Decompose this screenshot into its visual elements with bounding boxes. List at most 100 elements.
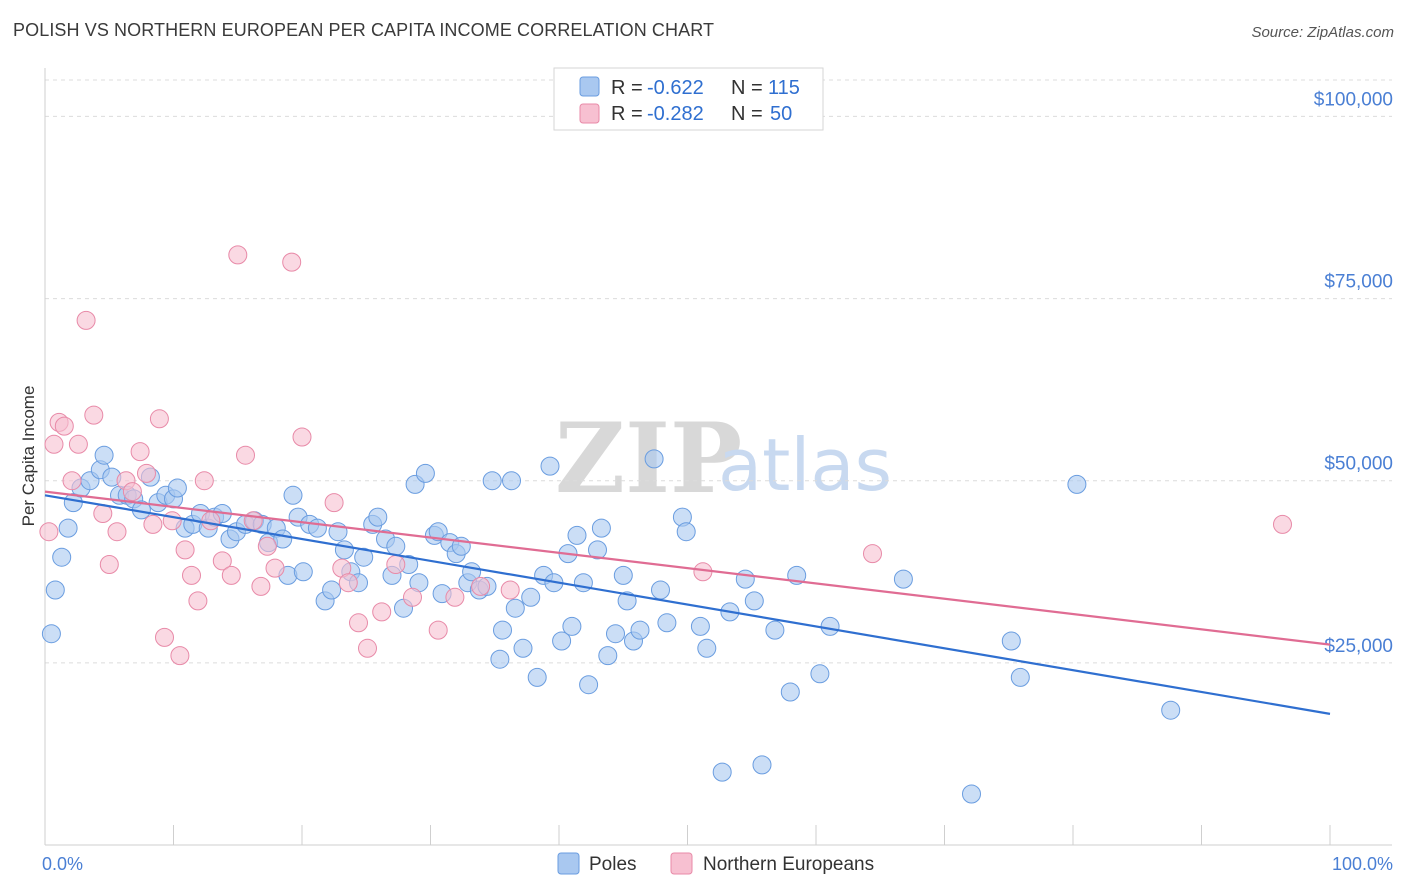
point-northern [257, 536, 277, 556]
point-poles [690, 616, 710, 636]
point-northern [76, 310, 96, 330]
point-poles [415, 463, 435, 483]
point-northern [107, 522, 127, 542]
grid-lines [45, 79, 1392, 664]
point-poles [45, 580, 65, 600]
point-poles [562, 616, 582, 636]
point-northern [349, 613, 368, 633]
point-northern [212, 551, 232, 571]
point-poles [52, 547, 72, 567]
point-northern [68, 434, 88, 454]
bottom-legend-swatch-poles [557, 852, 580, 875]
point-northern [236, 445, 255, 465]
legend-swatch-northern [579, 103, 600, 124]
legend-r-label-poles: R = [611, 77, 643, 99]
point-poles [1010, 667, 1030, 687]
point-poles [482, 471, 502, 491]
point-poles [613, 565, 633, 585]
point-northern [324, 493, 344, 513]
point-northern [372, 602, 392, 622]
point-northern [338, 573, 358, 593]
trend-lines [44, 490, 1331, 715]
point-poles [1067, 474, 1087, 494]
legend-r-value-poles: -0.622 [647, 77, 704, 99]
bottom-legend: Poles Northern Europeans [557, 852, 874, 875]
point-poles [598, 646, 618, 666]
point-poles [752, 755, 772, 775]
point-poles [1001, 631, 1021, 651]
point-poles [651, 580, 670, 600]
point-poles [386, 536, 406, 556]
bottom-legend-swatch-northern [670, 852, 693, 875]
point-northern [175, 540, 195, 560]
point-poles [780, 682, 800, 702]
point-northern [188, 591, 208, 611]
point-poles [322, 580, 342, 600]
point-poles [505, 598, 525, 618]
x-tick-label: 100.0% [1332, 854, 1393, 874]
legend-n-value-northern: 50 [770, 103, 792, 125]
point-poles [167, 478, 187, 498]
point-northern [1273, 514, 1292, 534]
point-northern [292, 427, 312, 447]
y-tick-label: $25,000 [1324, 636, 1393, 657]
point-poles [962, 784, 981, 804]
point-poles [630, 620, 650, 640]
point-northern [194, 471, 214, 491]
point-poles [644, 449, 664, 469]
point-northern [137, 463, 156, 483]
point-northern [84, 405, 104, 425]
point-northern [99, 555, 119, 574]
point-poles [579, 675, 599, 695]
y-tick-label: $75,000 [1324, 272, 1393, 293]
point-northern [358, 638, 377, 658]
point-poles [1161, 700, 1181, 720]
point-poles [657, 613, 677, 633]
point-poles [617, 591, 637, 611]
point-poles [735, 569, 755, 589]
point-poles [540, 456, 560, 476]
point-poles [567, 525, 587, 545]
point-poles [521, 587, 541, 607]
point-poles [552, 631, 572, 651]
y-axis-label: Per Capita Income [19, 386, 38, 527]
point-poles [606, 624, 625, 644]
point-northern [403, 587, 422, 607]
point-poles [334, 540, 354, 560]
point-northern [251, 576, 271, 596]
point-northern [471, 576, 491, 596]
point-northern [265, 558, 285, 578]
point-northern [428, 620, 448, 640]
legend-swatch-poles [579, 76, 600, 97]
point-poles [293, 562, 313, 582]
point-northern [143, 514, 163, 534]
point-poles [58, 518, 78, 538]
watermark-atlas: atlas [718, 423, 892, 507]
point-northern [62, 471, 82, 491]
point-northern [228, 245, 248, 265]
point-poles [697, 638, 717, 658]
point-northern [282, 252, 302, 272]
point-poles [712, 762, 732, 782]
point-poles [527, 667, 547, 687]
point-poles [893, 569, 913, 589]
point-northern [243, 511, 263, 531]
point-poles [765, 620, 785, 640]
data-points [39, 245, 1292, 804]
point-poles [490, 649, 510, 669]
point-poles [676, 522, 696, 542]
point-northern [863, 544, 882, 564]
legend: R = -0.622 N = 115 R = -0.282 N = 50 [553, 67, 824, 131]
point-northern [500, 580, 520, 600]
point-northern [54, 416, 74, 436]
legend-n-label-northern: N = [731, 103, 763, 125]
legend-n-label-poles: N = [731, 77, 763, 99]
y-tick-label: $100,000 [1314, 89, 1393, 110]
point-northern [221, 565, 241, 585]
point-poles [810, 664, 830, 684]
point-poles [41, 624, 61, 644]
bottom-legend-northern: Northern Europeans [703, 854, 874, 875]
point-poles [493, 620, 512, 640]
point-poles [502, 471, 521, 491]
